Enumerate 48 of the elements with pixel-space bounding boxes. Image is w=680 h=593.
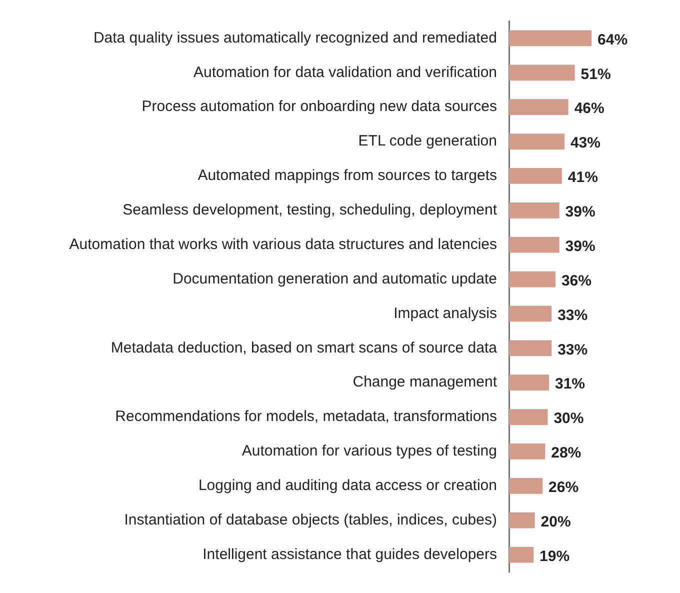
bar bbox=[509, 409, 548, 425]
data-label: 30% bbox=[554, 410, 584, 428]
y-tick-label: ETL code generation bbox=[358, 132, 497, 150]
y-tick-label: Logging and auditing data access or creation bbox=[198, 477, 497, 494]
bar bbox=[509, 512, 535, 528]
data-label: 19% bbox=[540, 548, 570, 565]
bar bbox=[509, 134, 564, 150]
y-tick-label: Process automation for onboarding new data sources bbox=[142, 98, 497, 116]
bar bbox=[509, 202, 560, 218]
y-tick-label: Automation for data validation and verification bbox=[193, 64, 497, 81]
y-tick-label: Automation for various types of testing bbox=[242, 442, 497, 460]
data-label: 41% bbox=[568, 169, 598, 186]
data-label: 20% bbox=[540, 513, 571, 530]
bar bbox=[509, 546, 534, 563]
y-tick-label: Recommendations for models, metadata, transformations bbox=[115, 408, 497, 426]
data-label: 46% bbox=[574, 100, 604, 118]
y-tick-label: Change management bbox=[352, 374, 498, 391]
bar bbox=[509, 30, 592, 46]
bar bbox=[509, 444, 546, 460]
data-label: 39% bbox=[565, 204, 596, 221]
bar bbox=[509, 271, 556, 288]
bar bbox=[509, 374, 549, 391]
data-label: 31% bbox=[554, 376, 586, 393]
data-label: 28% bbox=[551, 444, 582, 462]
bar bbox=[509, 168, 562, 184]
y-tick-label: Data quality issues automatically recognized and remediated bbox=[93, 29, 497, 46]
data-label: 39% bbox=[565, 238, 596, 255]
bar bbox=[509, 340, 552, 356]
bar bbox=[509, 64, 575, 81]
data-label: 26% bbox=[548, 479, 579, 496]
y-tick-label: Documentation generation and automatic update bbox=[172, 270, 497, 288]
y-tick-label: Impact analysis bbox=[394, 304, 497, 322]
bar bbox=[509, 236, 560, 253]
y-tick-label: Automation that works with various data structures and latencies bbox=[69, 236, 497, 253]
y-tick-label: Intelligent assistance that guides developers bbox=[202, 546, 497, 563]
bar bbox=[509, 478, 543, 494]
bar bbox=[509, 306, 552, 322]
y-tick-label: Metadata deduction, based on smart scans of source data bbox=[110, 339, 498, 356]
data-label: 33% bbox=[558, 341, 588, 358]
data-label: 64% bbox=[598, 31, 628, 48]
data-label: 43% bbox=[570, 134, 600, 152]
data-label: 51% bbox=[580, 66, 611, 83]
y-tick-label: Instantiation of database objects (tables, indices, cubes) bbox=[124, 511, 497, 528]
y-tick-label: Automated mappings from sources to targets bbox=[198, 167, 497, 184]
data-label: 36% bbox=[561, 272, 592, 290]
data-label: 33% bbox=[558, 306, 588, 324]
y-tick-label: Seamless development, testing, scheduling, deployment bbox=[122, 202, 498, 219]
bar bbox=[509, 99, 568, 116]
